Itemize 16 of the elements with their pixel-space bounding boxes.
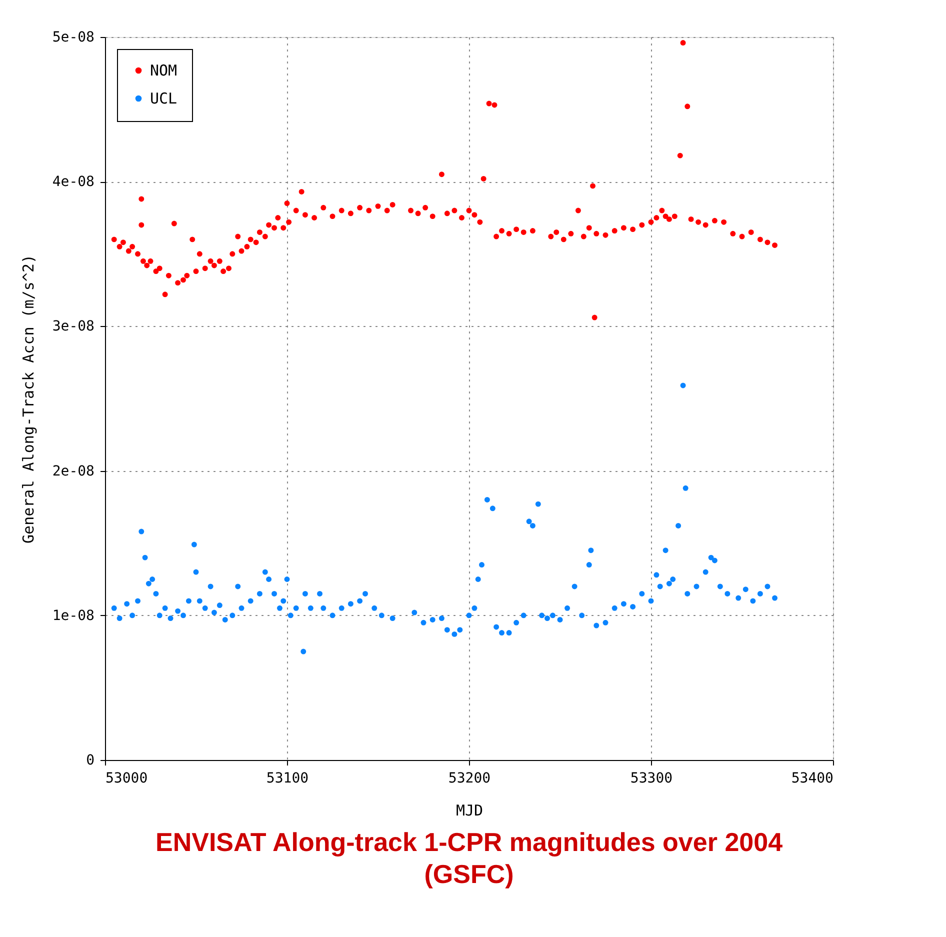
y-tick-label: 4e-08 [52,174,94,190]
legend-label: UCL [150,90,178,108]
y-tick-label: 0 [86,752,94,768]
x-tick-label: 53200 [448,770,491,786]
y-tick-label: 5e-08 [52,30,94,46]
y-tick-label: 3e-08 [52,318,94,335]
legend-label: NOM [150,62,178,80]
x-tick-label: 53300 [630,770,673,786]
y-tick-label: 2e-08 [52,463,94,480]
x-tick-label: 53100 [266,770,309,786]
x-tick-label: 53400 [791,770,834,786]
x-axis-title: MJD [456,802,484,820]
y-tick-label: 1e-08 [52,608,94,624]
text: ENVISAT Along-track 1-CPR magnitudes over 2004 (GSFC) [155,827,784,889]
y-axis-title: General Along-Track Accn (m/s^2) [19,254,38,544]
x-tick-label: 53000 [106,770,148,786]
